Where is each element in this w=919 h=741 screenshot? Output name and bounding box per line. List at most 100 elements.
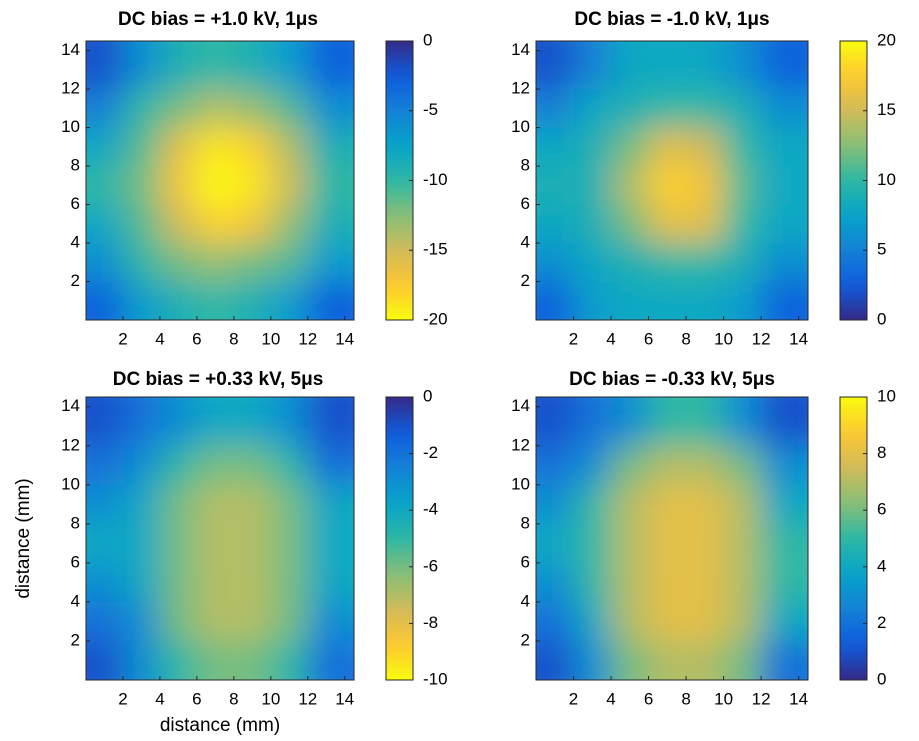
colorbar-tick-label: 10 xyxy=(877,170,896,189)
heatmap-cell xyxy=(611,640,649,680)
y-tick-label: 8 xyxy=(521,513,530,532)
heatmap-cell xyxy=(573,166,612,205)
x-tick-label: 2 xyxy=(569,689,578,708)
colorbar-tick-label: -10 xyxy=(423,669,448,688)
x-tick-label: 2 xyxy=(118,329,127,348)
heatmap-cell xyxy=(86,640,123,680)
heatmap-cell xyxy=(86,484,123,524)
heatmap-cell xyxy=(536,281,574,320)
heatmap-cell xyxy=(196,41,234,90)
heatmap-cell xyxy=(122,41,160,90)
x-tick-label: 10 xyxy=(714,689,733,708)
axes-box xyxy=(535,396,809,681)
colorbar xyxy=(385,40,414,321)
heatmap-cell xyxy=(648,640,687,680)
heatmap-cell xyxy=(611,204,649,244)
heatmap-cell xyxy=(573,397,612,446)
x-tick-label: 12 xyxy=(752,689,771,708)
heatmap-cell xyxy=(611,89,649,128)
heatmap-cell xyxy=(536,204,574,244)
heatmap-cell xyxy=(307,523,354,563)
heatmap-cell xyxy=(723,243,762,282)
heatmap-cell xyxy=(86,89,123,128)
heatmap-cell xyxy=(307,127,354,167)
heatmap-cell xyxy=(686,127,724,167)
heatmap-cell xyxy=(122,601,160,641)
heatmap-cell xyxy=(159,243,197,282)
heatmap-cell xyxy=(233,640,271,680)
x-tick-label: 4 xyxy=(606,689,615,708)
heatmap-cell xyxy=(723,445,762,485)
heatmap-cell xyxy=(536,562,574,602)
heatmap-cell xyxy=(159,204,197,244)
y-tick-label: 4 xyxy=(71,591,80,610)
heatmap-cell xyxy=(307,445,354,485)
x-tick-label: 8 xyxy=(229,689,238,708)
heatmap-cell xyxy=(761,601,808,641)
colorbar-tick-label: -2 xyxy=(423,443,438,462)
heatmap-cell xyxy=(723,89,762,128)
heatmap-cell xyxy=(761,204,808,244)
heatmap-cell xyxy=(122,562,160,602)
heatmap-cell xyxy=(686,166,724,205)
heatmap-cell xyxy=(196,166,234,205)
heatmap-cell xyxy=(196,243,234,282)
axes-box xyxy=(85,396,355,681)
heatmap-cell xyxy=(723,397,762,446)
heatmap-cell xyxy=(536,397,574,446)
y-tick-label: 14 xyxy=(511,396,530,415)
x-tick-label: 4 xyxy=(606,329,615,348)
heatmap-cell xyxy=(686,562,724,602)
heatmap-cell xyxy=(536,243,574,282)
heatmap-cell xyxy=(648,281,687,320)
heatmap-cell xyxy=(648,127,687,167)
heatmap-cell xyxy=(573,281,612,320)
heatmap-cell xyxy=(196,397,234,446)
heatmap-cell xyxy=(648,523,687,563)
x-tick-label: 8 xyxy=(681,329,690,348)
heatmap-cell xyxy=(307,166,354,205)
colorbar-tick-label: -10 xyxy=(423,170,448,189)
heatmap-cell xyxy=(233,562,271,602)
heatmap-cell xyxy=(536,89,574,128)
panel-title: DC bias = -1.0 kV, 1μs xyxy=(574,9,769,30)
heatmap-cell xyxy=(196,127,234,167)
y-tick-label: 14 xyxy=(61,40,80,59)
heatmap-cell xyxy=(122,484,160,524)
heatmap-cell xyxy=(723,166,762,205)
heatmap-cell xyxy=(723,601,762,641)
heatmap-cell xyxy=(233,41,271,90)
heatmap-cell xyxy=(270,166,308,205)
y-tick-label: 4 xyxy=(71,233,80,252)
y-axis-label: distance (mm) xyxy=(13,478,34,598)
x-tick-label: 14 xyxy=(789,689,808,708)
x-axis-label: distance (mm) xyxy=(160,715,280,736)
heatmap-cell xyxy=(270,397,308,446)
heatmap-cell xyxy=(196,484,234,524)
y-tick-label: 12 xyxy=(61,435,80,454)
heatmap-cell xyxy=(648,243,687,282)
heatmap-cell xyxy=(611,562,649,602)
colorbar-tick-label: 10 xyxy=(877,386,896,405)
heatmap-cell xyxy=(196,281,234,320)
heatmap-cell xyxy=(122,204,160,244)
colorbar-tick-label: -6 xyxy=(423,556,438,575)
heatmap-cell xyxy=(611,484,649,524)
panel-title: DC bias = -0.33 kV, 5μs xyxy=(569,369,775,390)
heatmap-cell xyxy=(573,640,612,680)
colorbar-tick-label: 0 xyxy=(423,386,432,405)
x-tick-label: 12 xyxy=(298,689,317,708)
heatmap-cell xyxy=(86,243,123,282)
heatmap-cell xyxy=(307,281,354,320)
x-tick-label: 10 xyxy=(714,329,733,348)
x-tick-label: 2 xyxy=(569,329,578,348)
y-tick-label: 6 xyxy=(521,552,530,571)
heatmap-cell xyxy=(686,41,724,90)
y-tick-label: 10 xyxy=(511,117,530,136)
heatmap-cell xyxy=(86,127,123,167)
heatmap-cell xyxy=(159,523,197,563)
heatmap-cell xyxy=(270,89,308,128)
heatmap-cell xyxy=(159,166,197,205)
heatmap-area xyxy=(86,397,354,680)
heatmap-cell xyxy=(648,41,687,90)
